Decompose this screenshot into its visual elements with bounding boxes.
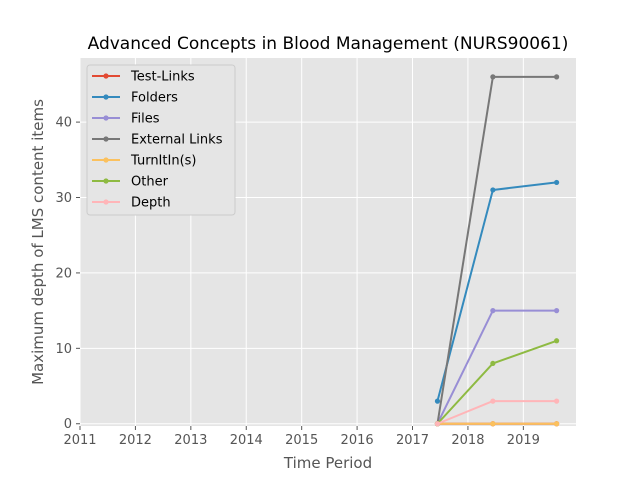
data-point	[554, 74, 560, 80]
y-axis-ticks: 0 10 20 30 40	[55, 116, 80, 432]
data-point	[490, 308, 496, 314]
legend-label: External Links	[131, 133, 223, 148]
y-tick-label: 30	[55, 191, 72, 206]
y-tick-label: 20	[55, 266, 72, 281]
data-point	[490, 360, 496, 367]
legend-frame	[86, 64, 236, 216]
series-layer	[434, 74, 560, 427]
legend-label: Other	[131, 175, 169, 190]
legend-label: Test-Links	[130, 70, 195, 85]
data-point	[554, 308, 560, 314]
x-tick-label: 2017	[396, 433, 429, 448]
x-axis-ticks: 2011 2012 2013 2014 2015 2016 2017 2018 2019	[63, 426, 540, 448]
chart-title: Advanced Concepts in Blood Management (N…	[88, 34, 569, 54]
y-tick-label: 40	[55, 116, 72, 131]
legend-swatch-marker	[103, 178, 109, 184]
data-point	[554, 179, 560, 186]
legend-label: Files	[131, 112, 160, 127]
legend-swatch-marker	[103, 157, 109, 163]
legend-swatch-marker	[103, 94, 109, 100]
legend-swatch-marker	[103, 136, 109, 142]
data-point	[490, 398, 496, 404]
y-tick-label: 0	[64, 417, 72, 432]
data-point	[434, 421, 441, 427]
x-tick-label: 2013	[174, 433, 207, 448]
y-tick-label: 10	[55, 342, 72, 357]
x-tick-label: 2011	[63, 433, 96, 448]
data-point	[490, 74, 496, 80]
data-point	[554, 338, 560, 344]
y-axis-label: Maximum depth of LMS content items	[29, 99, 47, 385]
data-point	[554, 421, 560, 427]
data-point	[434, 398, 441, 404]
x-tick-label: 2019	[507, 433, 540, 448]
x-tick-label: 2018	[451, 433, 484, 448]
data-point	[554, 398, 560, 404]
legend-swatch-marker	[103, 115, 109, 121]
x-tick-label: 2016	[341, 433, 374, 448]
legend-label: TurnItIn(s)	[130, 154, 196, 169]
legend-label: Depth	[131, 196, 171, 211]
legend: Test-Links Folders Files External Links Turn…	[86, 64, 236, 216]
data-point	[490, 421, 496, 427]
x-tick-label: 2014	[230, 433, 263, 448]
x-tick-label: 2012	[119, 433, 152, 448]
legend-swatch-marker	[103, 199, 109, 205]
x-tick-label: 2015	[285, 433, 318, 448]
legend-swatch-marker	[103, 73, 109, 79]
data-point	[490, 187, 496, 193]
x-axis-label: Time Period	[283, 454, 372, 472]
legend-label: Folders	[131, 91, 178, 106]
